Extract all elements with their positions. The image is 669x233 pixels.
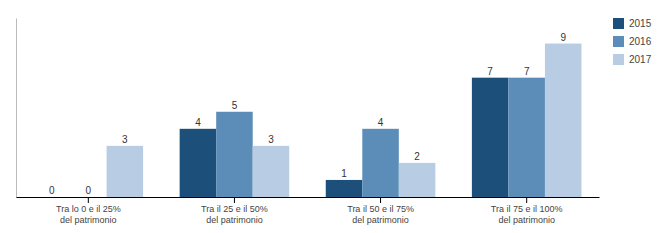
bar	[70, 197, 107, 198]
x-tick-label: Tra il 75 e il 100%del patrimonio	[491, 204, 563, 224]
bar	[253, 146, 290, 197]
x-tick: Tra lo 0 e il 25%del patrimonio	[56, 197, 121, 225]
x-tick-label: Tra lo 0 e il 25%del patrimonio	[56, 204, 121, 224]
x-axis: Tra lo 0 e il 25%del patrimonioTra il 25…	[17, 197, 600, 225]
legend: 2015 2016 2017	[613, 18, 652, 65]
data-label: 4	[378, 117, 384, 128]
bar	[216, 112, 253, 197]
y-axis-line	[16, 19, 17, 198]
plot: 041705473329Tra lo 0 e il 25%del patrimo…	[17, 19, 600, 225]
x-axis-line	[17, 197, 600, 198]
legend-label: 2017	[629, 54, 652, 65]
x-tick-label-line: del patrimonio	[206, 215, 263, 225]
x-tick-label-line: Tra il 50 e il 75%	[347, 204, 414, 214]
bar	[34, 197, 71, 198]
bar	[180, 129, 217, 197]
x-tick: Tra il 50 e il 75%del patrimonio	[347, 197, 414, 225]
chart: 041705473329Tra lo 0 e il 25%del patrimo…	[0, 0, 669, 233]
bar	[545, 44, 582, 197]
x-tick-mark	[380, 197, 381, 203]
data-label: 7	[524, 66, 530, 77]
data-label: 0	[49, 185, 55, 196]
y-axis	[16, 19, 17, 198]
x-tick: Tra il 25 e il 50%del patrimonio	[201, 197, 268, 225]
x-tick: Tra il 75 e il 100%del patrimonio	[491, 197, 563, 225]
x-tick-label-line: del patrimonio	[60, 215, 117, 225]
bar	[472, 78, 509, 197]
data-label: 9	[560, 32, 566, 43]
x-tick-mark	[88, 197, 89, 203]
data-label: 0	[86, 185, 92, 196]
data-labels: 0 4 1 7 0 5 4 7 3 3 2 9	[49, 32, 566, 196]
x-tick-label-line: Tra lo 0 e il 25%	[56, 204, 121, 214]
x-tick-label-line: del patrimonio	[498, 215, 555, 225]
bars	[107, 44, 582, 197]
legend-item: 2017	[613, 54, 652, 65]
data-label: 7	[487, 66, 493, 77]
legend-swatch	[613, 54, 624, 65]
legend-item: 2016	[613, 36, 652, 47]
legend-swatch	[613, 18, 624, 29]
bar	[399, 163, 436, 197]
data-label: 3	[268, 134, 274, 145]
data-label: 1	[341, 168, 347, 179]
legend-item: 2015	[613, 18, 652, 29]
x-tick-label-line: Tra il 25 e il 50%	[201, 204, 268, 214]
x-tick-mark	[526, 197, 527, 203]
legend-swatch	[613, 36, 624, 47]
data-label: 4	[195, 117, 201, 128]
data-label: 5	[232, 100, 238, 111]
data-label: 3	[122, 134, 128, 145]
x-tick-label-line: Tra il 75 e il 100%	[491, 204, 563, 214]
data-label: 2	[414, 151, 420, 162]
bar	[362, 129, 399, 197]
x-tick-label-line: del patrimonio	[352, 215, 409, 225]
bar	[107, 146, 144, 197]
legend-label: 2016	[629, 36, 652, 47]
legend-label: 2015	[629, 18, 652, 29]
bar	[326, 180, 363, 197]
bar	[508, 78, 545, 197]
x-tick-mark	[234, 197, 235, 203]
x-tick-label: Tra il 50 e il 75%del patrimonio	[347, 204, 414, 224]
x-tick-label: Tra il 25 e il 50%del patrimonio	[201, 204, 268, 224]
